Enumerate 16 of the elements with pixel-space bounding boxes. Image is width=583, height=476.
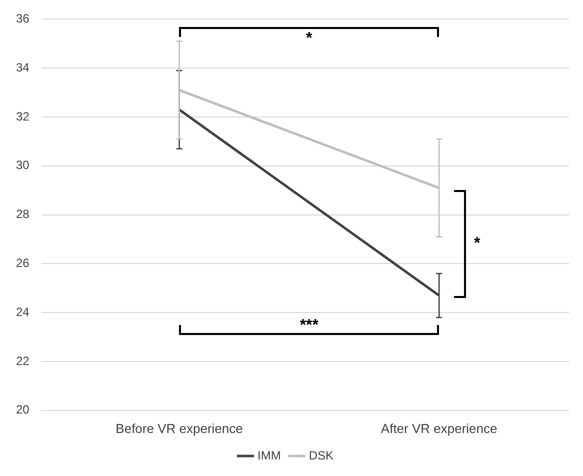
y-tick-label: 22	[16, 354, 30, 368]
annotation: *	[474, 235, 480, 254]
y-tick-label: 32	[16, 109, 30, 124]
x-tick-label: After VR experience	[380, 420, 498, 436]
legend-label: DSK	[308, 448, 334, 462]
y-tick-label: 26	[16, 256, 30, 270]
annotation: *	[306, 30, 312, 48]
y-tick-label: 30	[16, 158, 30, 172]
y-tick-label: 24	[16, 304, 30, 319]
y-tick-label: 28	[16, 207, 30, 222]
annotation: ***	[300, 316, 319, 335]
y-tick-label: 36	[16, 12, 30, 26]
x-tick-label: Before VR experience	[116, 420, 243, 436]
y-tick-label: 20	[16, 402, 30, 417]
y-tick-label: 34	[16, 60, 30, 74]
legend-label: IMM	[258, 448, 281, 462]
